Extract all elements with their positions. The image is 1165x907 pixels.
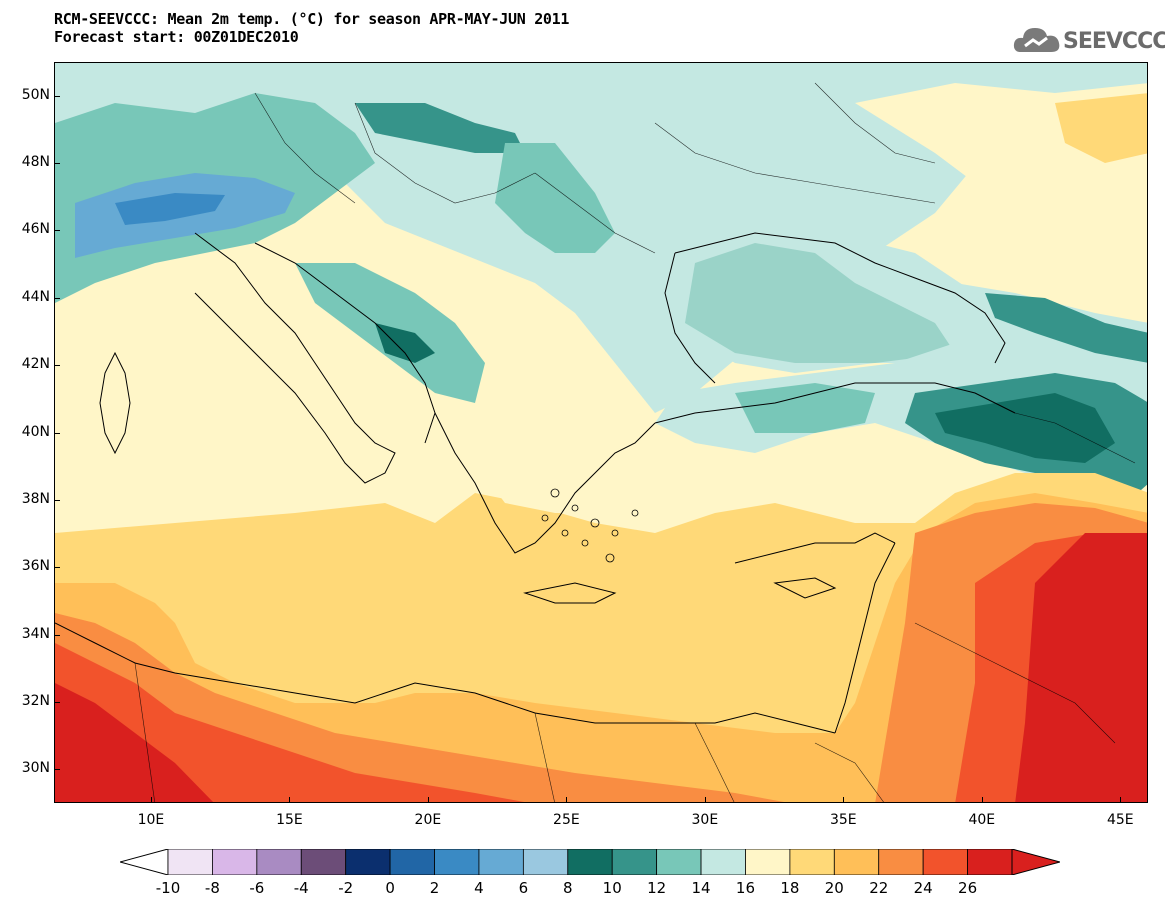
lat-tick: [54, 634, 60, 636]
lon-tick: [704, 797, 706, 803]
colorbar-swatch: [878, 849, 924, 875]
colorbar-swatch: [300, 849, 347, 875]
lon-label: 15E: [276, 812, 303, 828]
lat-label: 34N: [21, 625, 50, 642]
colorbar-label: 6: [518, 879, 529, 897]
colorbar-label: 20: [824, 879, 844, 897]
lon-tick: [150, 797, 152, 803]
lat-label: 32N: [21, 692, 50, 709]
colorbar-label: 14: [691, 879, 711, 897]
lat-label: 38N: [21, 490, 50, 507]
lon-tick: [289, 797, 291, 803]
colorbar-label: -8: [204, 879, 220, 897]
lat-label: 46N: [21, 221, 50, 238]
lon-tick: [981, 797, 983, 803]
lat-label: 40N: [21, 423, 50, 440]
cloud-icon: [1013, 28, 1060, 52]
colorbar-swatch: [167, 849, 213, 875]
lat-label: 48N: [21, 154, 50, 171]
lat-label: 44N: [21, 288, 50, 305]
colorbar: [120, 849, 1060, 875]
colorbar-swatch: [522, 849, 569, 875]
lat-tick: [54, 769, 60, 771]
colorbar-swatch: [700, 849, 746, 875]
lat-label: 42N: [21, 356, 50, 373]
colorbar-label: -2: [338, 879, 354, 897]
map-fields: [55, 63, 1147, 802]
colorbar-swatch: [478, 849, 524, 875]
colorbar-label: 10: [602, 879, 622, 897]
lon-label: 30E: [691, 812, 719, 828]
colorbar-label: 4: [474, 879, 484, 897]
colorbar-swatch: [922, 849, 968, 875]
lon-label: 25E: [553, 812, 580, 828]
colorbar-swatch: [212, 849, 258, 875]
colorbar-swatch: [656, 849, 702, 875]
colorbar-swatch: [345, 849, 391, 875]
title-line-2: Forecast start: 00Z01DEC2010: [54, 28, 299, 46]
colorbar-low-extend: [120, 849, 169, 875]
lat-tick: [54, 701, 60, 703]
colorbar-label: 12: [647, 879, 667, 897]
logo-text: SEEVCCC: [1063, 29, 1165, 54]
lon-label: 20E: [414, 812, 442, 828]
lat-tick: [54, 499, 60, 501]
lat-tick: [54, 230, 60, 232]
lon-label: 10E: [137, 812, 165, 828]
colorbar-label: 26: [958, 879, 978, 897]
lon-tick: [427, 797, 429, 803]
lat-label: 50N: [21, 86, 50, 103]
lat-tick: [54, 95, 60, 97]
colorbar-label: 22: [869, 879, 889, 897]
lon-tick: [843, 797, 845, 803]
lat-tick: [54, 365, 60, 367]
lon-label: 35E: [829, 812, 857, 828]
colorbar-label: -10: [155, 879, 181, 897]
colorbar-swatch: [611, 849, 658, 875]
colorbar-high-extend: [1011, 849, 1060, 875]
lat-label: 30N: [21, 760, 50, 777]
colorbar-label: 18: [780, 879, 800, 897]
lon-tick: [566, 797, 568, 803]
lon-tick: [1120, 797, 1122, 803]
seevccc-logo: SEEVCCC: [1011, 20, 1165, 60]
colorbar-label: -6: [249, 879, 265, 897]
lat-tick: [54, 297, 60, 299]
lon-label: 40E: [968, 812, 996, 828]
lat-tick: [54, 163, 60, 165]
colorbar-swatch: [256, 849, 302, 875]
colorbar-label: 24: [913, 879, 933, 897]
temperature-map: [54, 62, 1148, 803]
colorbar-label: 0: [385, 879, 395, 897]
colorbar-swatch: [833, 849, 880, 875]
colorbar-swatch: [567, 849, 613, 875]
lat-label: 36N: [21, 558, 50, 575]
colorbar-swatch: [745, 849, 791, 875]
colorbar-swatch: [967, 849, 1013, 875]
colorbar-label: 2: [429, 879, 440, 897]
chart-title: RCM-SEEVCCC: Mean 2m temp. (°C) for seas…: [54, 10, 569, 46]
lat-tick: [54, 567, 60, 569]
colorbar-label: 8: [563, 879, 573, 897]
colorbar-label: -4: [293, 879, 309, 897]
colorbar-swatch: [434, 849, 480, 875]
lon-label: 45E: [1106, 812, 1134, 828]
title-line-1: RCM-SEEVCCC: Mean 2m temp. (°C) for seas…: [54, 10, 570, 28]
colorbar-swatch: [389, 849, 435, 875]
colorbar-label: 16: [735, 879, 756, 897]
colorbar-swatch: [789, 849, 835, 875]
lat-tick: [54, 432, 60, 434]
